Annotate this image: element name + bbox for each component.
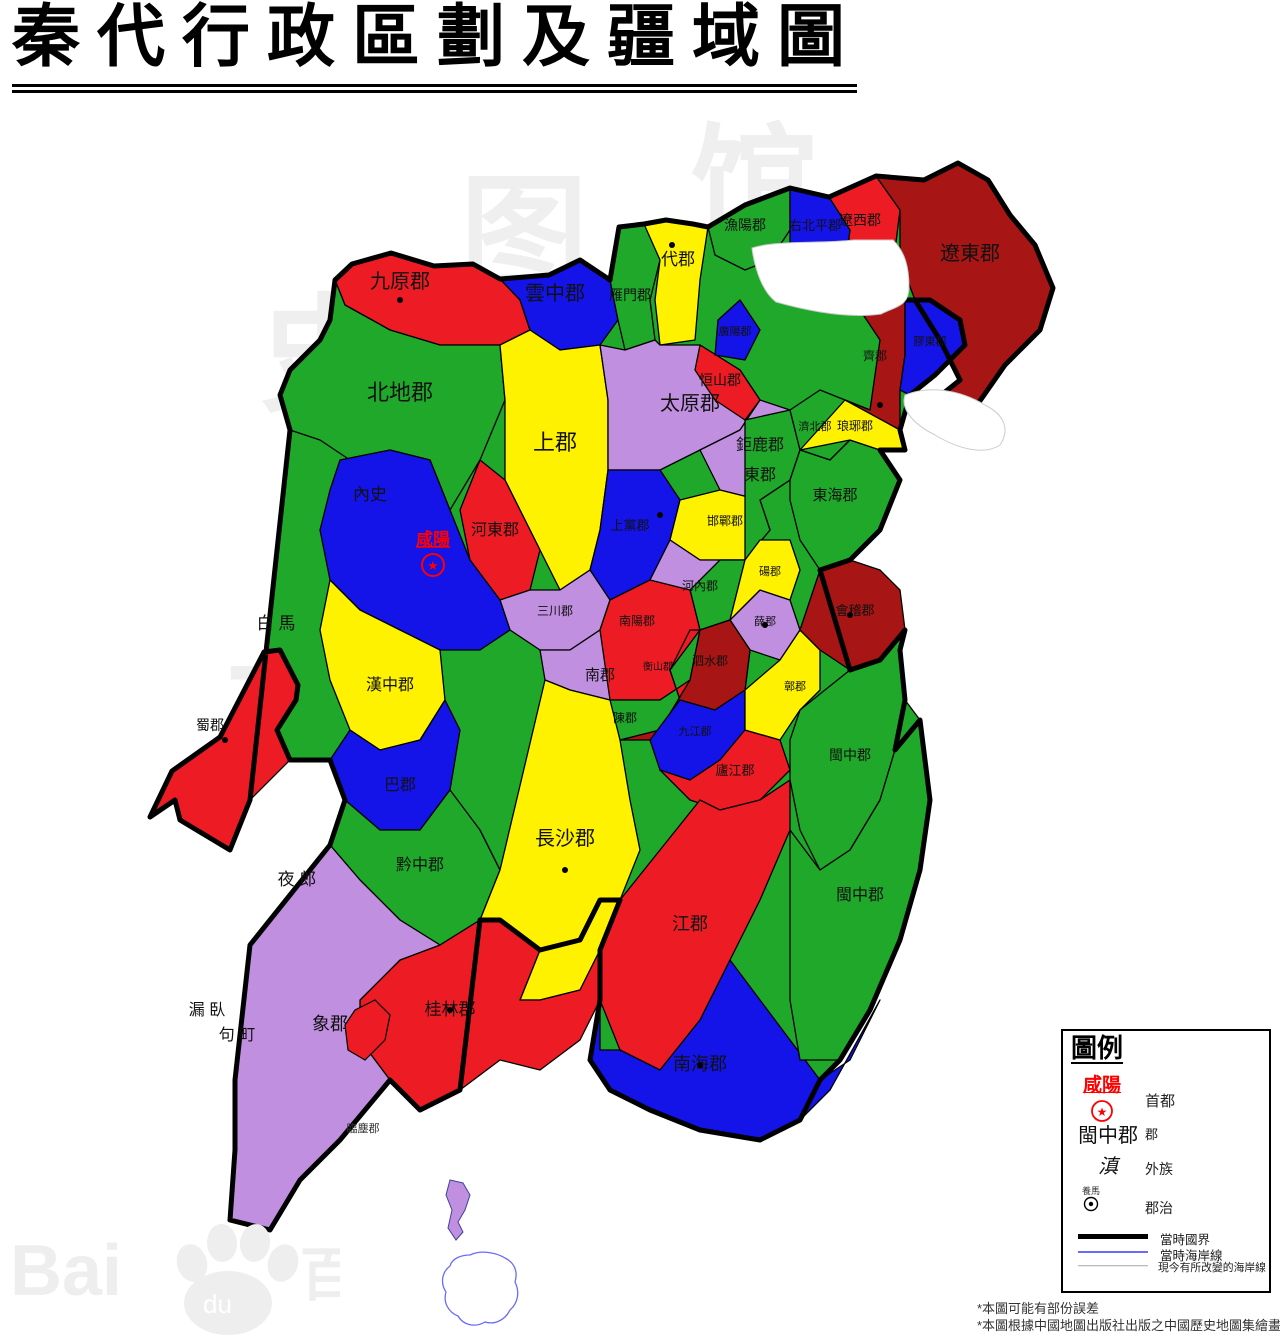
svg-text:碭郡: 碭郡 [759, 565, 781, 578]
svg-text:會稽郡: 會稽郡 [835, 603, 874, 618]
svg-text:遼東郡: 遼東郡 [940, 242, 1000, 265]
svg-text:廬江郡: 廬江郡 [715, 763, 754, 778]
svg-text:南郡: 南郡 [585, 667, 615, 684]
svg-text:鉅鹿郡: 鉅鹿郡 [736, 436, 784, 454]
svg-text:南陽郡: 南陽郡 [619, 613, 655, 628]
svg-text:上黨郡: 上黨郡 [610, 518, 649, 533]
svg-text:漁陽郡: 漁陽郡 [724, 217, 766, 233]
svg-text:泗水郡: 泗水郡 [692, 654, 728, 668]
svg-text:黔中郡: 黔中郡 [396, 856, 444, 874]
svg-text:★: ★ [427, 558, 439, 573]
svg-text:恒山郡: 恒山郡 [699, 372, 741, 388]
svg-text:九江郡: 九江郡 [679, 725, 712, 738]
svg-text:九原郡: 九原郡 [370, 270, 430, 293]
svg-text:Bai: Bai [10, 1231, 122, 1311]
svg-text:巴郡: 巴郡 [384, 776, 416, 794]
svg-text:★: ★ [1097, 1105, 1108, 1119]
svg-text:du: du [203, 1289, 232, 1319]
svg-text:齊郡: 齊郡 [863, 349, 887, 363]
svg-text:蜀郡: 蜀郡 [196, 717, 224, 733]
svg-text:代郡: 代郡 [661, 250, 695, 269]
svg-text:廣陽郡: 廣陽郡 [719, 324, 752, 338]
svg-text:北地郡: 北地郡 [367, 380, 433, 405]
svg-text:右北平郡: 右北平郡 [789, 218, 841, 233]
svg-text:琅琊郡: 琅琊郡 [837, 418, 873, 433]
svg-text:閩中郡: 閩中郡 [829, 747, 871, 763]
svg-text:漏 臥: 漏 臥 [189, 1001, 225, 1019]
svg-text:東郡: 東郡 [744, 466, 776, 484]
svg-text:上郡: 上郡 [533, 430, 577, 455]
svg-text:東海郡: 東海郡 [812, 487, 857, 504]
svg-text:夜 郎: 夜 郎 [278, 870, 317, 889]
svg-text:長沙郡: 長沙郡 [535, 828, 595, 850]
svg-text:遼西郡: 遼西郡 [839, 212, 881, 228]
svg-text:雲中郡: 雲中郡 [525, 282, 585, 305]
svg-text:河東郡: 河東郡 [471, 521, 519, 539]
svg-text:陳郡: 陳郡 [613, 711, 637, 725]
svg-text:臨塵郡: 臨塵郡 [347, 1121, 380, 1135]
svg-text:太原郡: 太原郡 [660, 392, 720, 415]
svg-text:衡山郡: 衡山郡 [643, 661, 673, 673]
svg-text:白 馬: 白 馬 [257, 614, 296, 633]
svg-text:邯鄲郡: 邯鄲郡 [707, 513, 743, 528]
svg-text:句 町: 句 町 [219, 1026, 255, 1044]
svg-text:咸陽: 咸陽 [416, 529, 450, 549]
svg-text:濟北郡: 濟北郡 [799, 419, 832, 433]
svg-text:象郡: 象郡 [312, 1014, 348, 1034]
svg-text:河內郡: 河內郡 [682, 579, 718, 593]
svg-text:閩中郡: 閩中郡 [836, 886, 884, 904]
svg-text:內史: 內史 [353, 485, 387, 504]
svg-text:漢中郡: 漢中郡 [366, 676, 414, 694]
svg-text:三川郡: 三川郡 [537, 604, 573, 618]
svg-text:膠東郡: 膠東郡 [914, 335, 947, 348]
svg-text:鄣郡: 鄣郡 [784, 679, 806, 693]
svg-text:百科: 百科 [300, 1243, 340, 1308]
svg-text:雁門郡: 雁門郡 [609, 287, 651, 303]
svg-text:江郡: 江郡 [672, 914, 708, 934]
